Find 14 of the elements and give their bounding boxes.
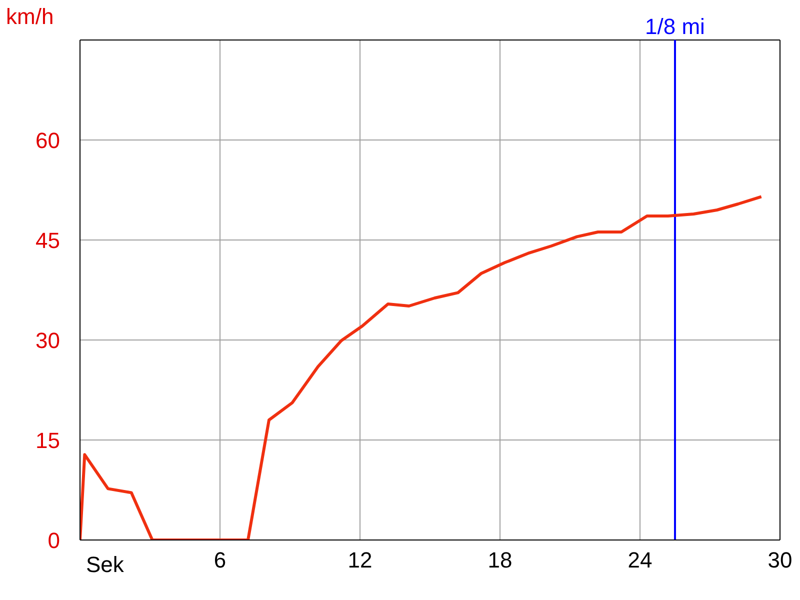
y-axis-title: km/h — [6, 4, 54, 30]
y-tick-label: 0 — [48, 528, 60, 553]
line-series — [80, 195, 763, 540]
y-tick-label: 60 — [36, 128, 60, 153]
x-tick-label: 24 — [628, 548, 652, 573]
y-tick-label: 30 — [36, 328, 60, 353]
y-tick-label: 15 — [36, 428, 60, 453]
ref-line-label: 1/8 mi — [645, 14, 705, 39]
x-tick-label: 12 — [348, 548, 372, 573]
x-tick-label: 30 — [768, 548, 792, 573]
x-axis-title: Sek — [86, 552, 124, 578]
y-tick-label: 45 — [36, 228, 60, 253]
x-tick-label: 18 — [488, 548, 512, 573]
x-tick-label: 6 — [214, 548, 226, 573]
